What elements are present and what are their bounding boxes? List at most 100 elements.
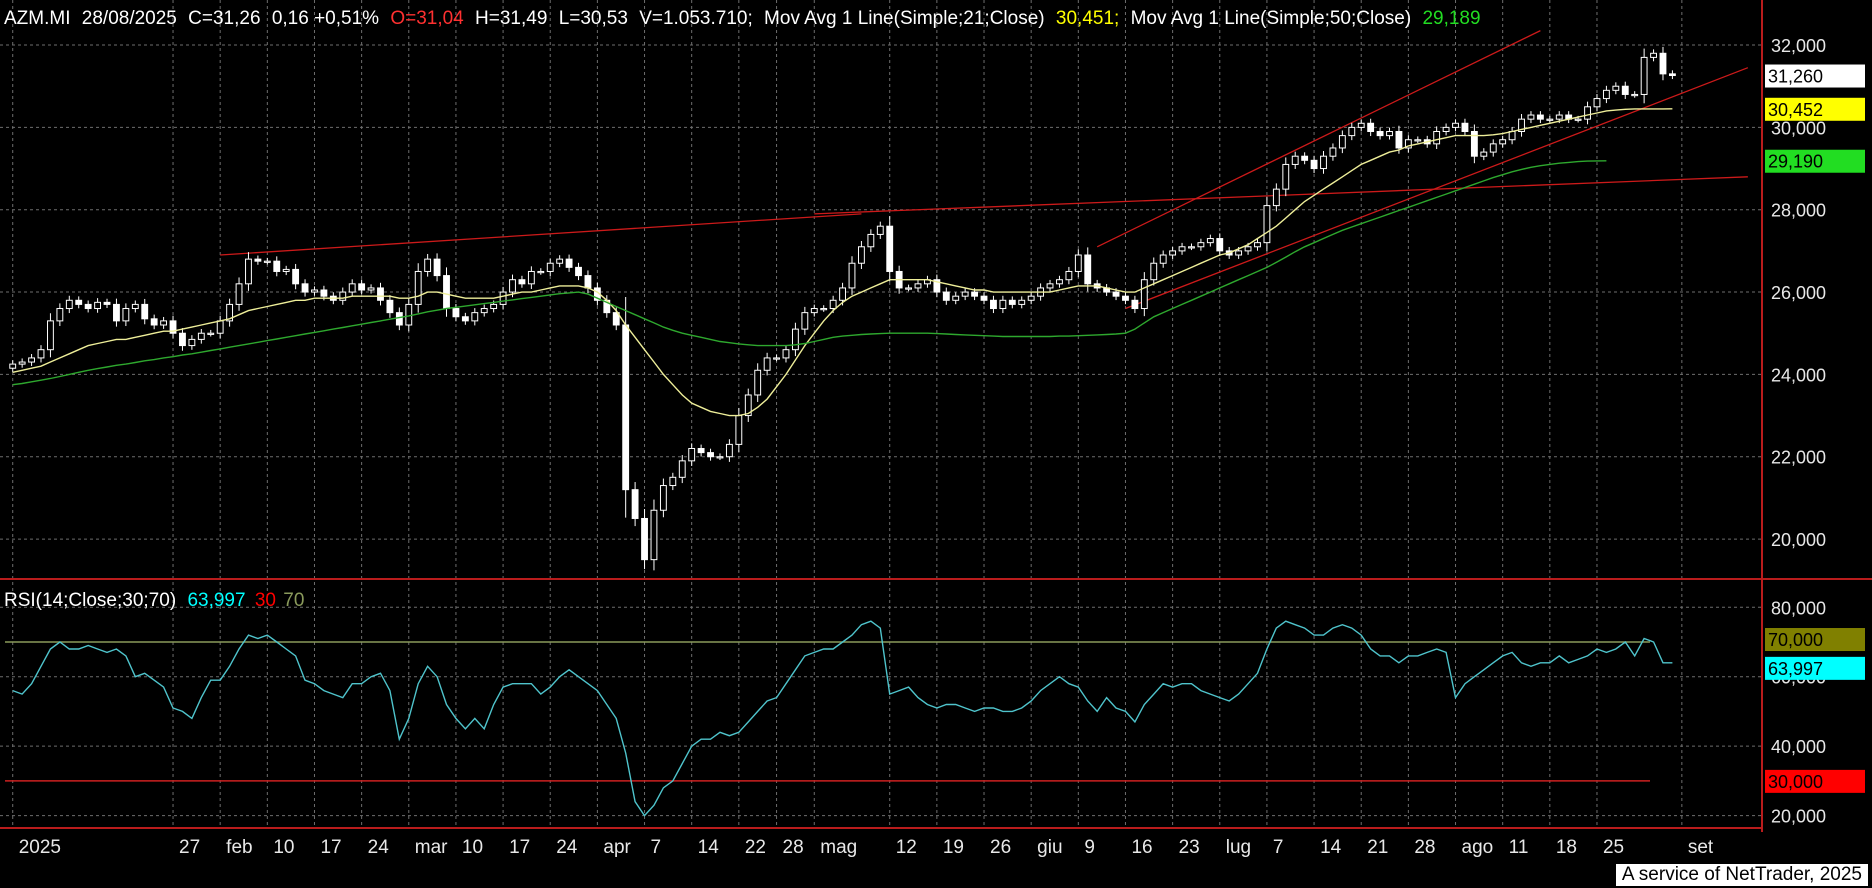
ma21-tag: 30,452 [1765, 97, 1865, 121]
price-tick-label: 24,000 [1771, 365, 1826, 385]
candle-body [650, 509, 658, 561]
candle-body [471, 312, 479, 322]
time-tick-label: 18 [1556, 837, 1577, 858]
candle-body [1640, 56, 1648, 95]
trendlines [220, 30, 1749, 310]
candle [1518, 114, 1525, 137]
candle [1395, 125, 1403, 154]
time-tick-label: 2025 [19, 837, 61, 858]
candle-body [94, 301, 102, 310]
candle [358, 279, 366, 295]
candle-body [28, 357, 35, 363]
price-tick-label: 28,000 [1771, 201, 1826, 221]
candle-body [1489, 143, 1497, 153]
candle [28, 354, 35, 366]
candle-body [367, 287, 375, 291]
candle-body [273, 260, 281, 272]
candle-body [697, 447, 705, 454]
rsi-value-tag: 63,997 [1765, 656, 1865, 680]
candle-body [377, 287, 384, 301]
candle [942, 287, 950, 305]
candle [1272, 183, 1280, 212]
legend-header: AZM.MI 28/08/2025 C=31,26 0,16 +0,51% O=… [4, 8, 1481, 29]
candle-body [1122, 295, 1129, 301]
candle-body [971, 291, 979, 297]
legend-ma50-label: Mov Avg 1 Line(Simple;50;Close) [1131, 8, 1412, 29]
candle [999, 295, 1007, 314]
candle-body [160, 320, 168, 326]
candle-body [1621, 85, 1629, 95]
candle-body [744, 394, 752, 417]
candle-body [480, 308, 488, 314]
candle [858, 241, 865, 270]
time-axis: 2025 27 feb 10 17 24 mar 10 17 24 apr 7 14 22 28 mag 12 1… [19, 837, 1714, 858]
candle-body [75, 299, 83, 305]
candle-body [735, 415, 743, 445]
candle [1386, 127, 1393, 140]
candle-body [1404, 139, 1412, 149]
price-axis: 20,000 22,000 24,000 26,000 28,000 30,000 32,0… [1771, 36, 1826, 550]
candle [226, 298, 234, 327]
legend-ma21-label: Mov Avg 1 Line(Simple;21;Close) [764, 8, 1045, 29]
candle [773, 354, 780, 362]
candle [47, 313, 54, 358]
candle-body [226, 303, 234, 322]
candle-body [622, 324, 630, 491]
candle [952, 292, 960, 305]
candle-body [339, 291, 347, 301]
candle-body [1112, 291, 1120, 297]
legend-symbol: AZM.MI [4, 8, 71, 29]
rsi-low-tag-box [1765, 769, 1865, 793]
candle-body [876, 225, 884, 235]
time-tick-label: 10 [273, 837, 294, 858]
trendline [220, 213, 862, 256]
candle [197, 329, 205, 344]
candle [1650, 49, 1657, 62]
candle [1329, 143, 1337, 161]
candle-body [141, 303, 149, 320]
candle [169, 315, 177, 339]
candle [1206, 234, 1214, 247]
candle [1169, 246, 1177, 259]
candle [84, 300, 92, 313]
candle-body [905, 287, 912, 290]
candle-body [320, 289, 328, 297]
candle [990, 295, 997, 314]
candle-body [537, 270, 545, 274]
candle-body [1188, 246, 1195, 249]
candle-body [358, 283, 366, 291]
candle [650, 499, 658, 571]
time-tick-label: 17 [320, 837, 341, 858]
candle [301, 279, 309, 297]
candle-body [292, 268, 300, 285]
candle [1489, 139, 1497, 157]
candle-body [1282, 163, 1290, 190]
candle [980, 292, 988, 305]
candle [386, 295, 394, 318]
candle [867, 229, 875, 252]
candle [207, 329, 215, 337]
candle-body [839, 287, 846, 301]
candle-body [1235, 250, 1243, 256]
candle-body [1291, 155, 1299, 165]
candle-body [1442, 126, 1450, 133]
candle [9, 360, 17, 373]
candle-body [791, 328, 799, 351]
candle [141, 298, 149, 325]
time-tick-label: 11 [1509, 837, 1529, 858]
candle-body [207, 332, 215, 335]
candle [725, 439, 733, 462]
candle-body [47, 320, 54, 351]
candle-body [1367, 122, 1375, 133]
candle-body [1584, 106, 1591, 120]
candle-body [414, 270, 422, 305]
candle [1480, 148, 1488, 161]
footer-credit: A service of NetTrader, 2025 [1615, 864, 1868, 886]
candle-body [1150, 262, 1158, 281]
rsi-low-tag: 30,000 [1765, 769, 1865, 793]
last-price-tag-text: 31,260 [1768, 67, 1823, 87]
candle [56, 303, 64, 327]
ma21-tag-text: 30,452 [1768, 100, 1823, 120]
